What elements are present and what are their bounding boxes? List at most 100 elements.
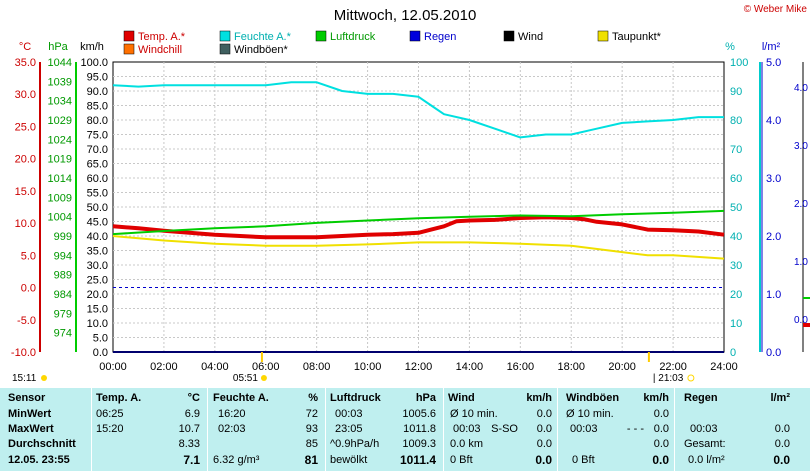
table-cell: ^0.9hPa/h — [330, 438, 380, 450]
table-cell: 0 Bft — [572, 454, 595, 466]
legend-label: Windchill — [138, 44, 182, 56]
table-cell: 7.1 — [183, 453, 200, 467]
humidity-tick-label: 70 — [730, 144, 742, 156]
table-cell: 02:03 — [218, 423, 246, 435]
pressure-tick-label: 989 — [54, 270, 72, 282]
pressure-tick-label: 979 — [54, 308, 72, 320]
pressure-tick-label: 999 — [54, 231, 72, 243]
table-cell: 16:20 — [218, 408, 246, 420]
pressure-tick-label: 1004 — [48, 212, 72, 224]
weather-chart: Mittwoch, 12.05.2010 © Weber Mike Temp. … — [11, 4, 810, 384]
wind-tick-label: 40.0 — [87, 231, 108, 243]
rain-tick-label: 3.0 — [794, 141, 808, 152]
table-cell: 81 — [304, 453, 318, 467]
series-line — [112, 81, 724, 139]
pressure-tick-label: 994 — [54, 250, 72, 262]
column-header: Wind — [448, 392, 475, 404]
row-label: 12.05. 23:55 — [8, 454, 70, 466]
table-cell: 0.0 — [536, 423, 552, 435]
column-divider — [91, 388, 92, 471]
table-cell: 8.33 — [178, 438, 200, 450]
column-unit: °C — [187, 392, 200, 404]
table-cell: 72 — [305, 408, 318, 420]
table-cell: 0.0 — [773, 453, 790, 467]
table-cell: 00:03 — [690, 423, 718, 435]
column-divider — [207, 388, 208, 471]
legend-swatch — [503, 30, 515, 42]
x-tick-label: 24:00 — [710, 361, 738, 373]
wind-tick-label: 30.0 — [87, 260, 108, 272]
pressure-tick-label: 974 — [54, 328, 72, 340]
legend-swatch — [123, 43, 135, 55]
x-tick-label: 00:00 — [99, 361, 127, 373]
wind-tick-label: 75.0 — [87, 130, 108, 142]
temp-tick-label: 10.0 — [15, 218, 36, 230]
table-cell: 10.7 — [178, 423, 200, 435]
pressure-tick-label: 1014 — [48, 173, 72, 185]
column-header: Windböen — [566, 392, 620, 404]
column-divider — [443, 388, 444, 471]
wind-axis-unit: km/h — [80, 41, 104, 53]
pressure-tick-label: 1009 — [48, 192, 72, 204]
table-cell: 00:03 — [453, 423, 481, 435]
rain-tick-label: 2.0 — [794, 199, 808, 210]
wind-tick-label: 80.0 — [87, 115, 108, 127]
legend-swatch — [409, 30, 421, 42]
table-cell: 0.0 — [653, 408, 669, 420]
table-cell: 6.32 g/m³ — [213, 454, 260, 466]
column-header: Feuchte A. — [213, 392, 269, 404]
legend-label: Windböen* — [234, 44, 289, 56]
table-cell: 6.9 — [184, 408, 200, 420]
x-tick-label: 02:00 — [150, 361, 178, 373]
chart-legend: Temp. A.* Feuchte A.* Luftdruck Regen Wind Ta… — [123, 30, 662, 56]
table-cell: 0.0 km — [450, 438, 484, 450]
rain-tick-label: 0.0 — [794, 315, 808, 326]
pressure-tick-label: 1024 — [48, 134, 72, 146]
row-label: MinWert — [8, 408, 52, 420]
wind-tick-label: 45.0 — [87, 217, 108, 229]
x-tick-label: 12:00 — [405, 361, 433, 373]
x-tick-label: 14:00 — [456, 361, 484, 373]
rain-tick-label: 0.0 — [766, 347, 781, 359]
rain-tick-label: 1.0 — [794, 257, 808, 268]
row-label: Durchschnitt — [8, 438, 76, 450]
chart-title: Mittwoch, 12.05.2010 — [334, 7, 477, 24]
wind-tick-label: 20.0 — [87, 289, 108, 301]
wind-tick-label: 15.0 — [87, 304, 108, 316]
humidity-tick-label: 60 — [730, 173, 742, 185]
table-cell: 0.0 l/m² — [688, 454, 725, 466]
plot-area: °C hPa km/h% l/m² 35.0 30.0 25.0 20.0 15.0 10.0 5.… — [11, 41, 810, 384]
humidity-tick-label: 50 — [730, 202, 742, 214]
legend-swatch — [597, 30, 609, 42]
table-cell: 0 Bft — [450, 454, 473, 466]
humidity-tick-label: 10 — [730, 318, 742, 330]
table-cell: 06:25 — [96, 408, 124, 420]
table-cell: 1011.4 — [399, 453, 436, 467]
temp-axis-unit: °C — [19, 41, 31, 53]
wind-tick-label: 65.0 — [87, 159, 108, 171]
column-divider — [557, 388, 558, 471]
legend-label: Temp. A.* — [138, 31, 186, 43]
table-cell: Ø 10 min. — [450, 408, 498, 420]
x-tick-label: 06:00 — [252, 361, 280, 373]
humidity-tick-label: 0 — [730, 347, 736, 359]
credit-label: © Weber Mike — [744, 4, 808, 15]
wind-tick-label: 55.0 — [87, 188, 108, 200]
table-cell: 23:05 — [335, 423, 363, 435]
sun-icon — [260, 375, 267, 381]
table-cell: 1009.3 — [402, 438, 436, 450]
table-cell: 0.0 — [653, 423, 669, 435]
column-unit: l/m² — [770, 392, 790, 404]
column-divider — [674, 388, 675, 471]
table-cell: 85 — [305, 438, 318, 450]
wind-tick-label: 0.0 — [93, 347, 108, 359]
legend-label: Wind — [518, 31, 543, 43]
table-cell: bewölkt — [330, 454, 368, 466]
wind-tick-label: 95.0 — [87, 72, 108, 84]
pressure-tick-label: 1019 — [48, 154, 72, 166]
temp-tick-label: 20.0 — [15, 154, 36, 166]
column-unit: km/h — [526, 392, 552, 404]
legend-swatch — [219, 30, 231, 42]
table-cell: 1005.6 — [402, 408, 436, 420]
legend-swatch — [315, 30, 327, 42]
